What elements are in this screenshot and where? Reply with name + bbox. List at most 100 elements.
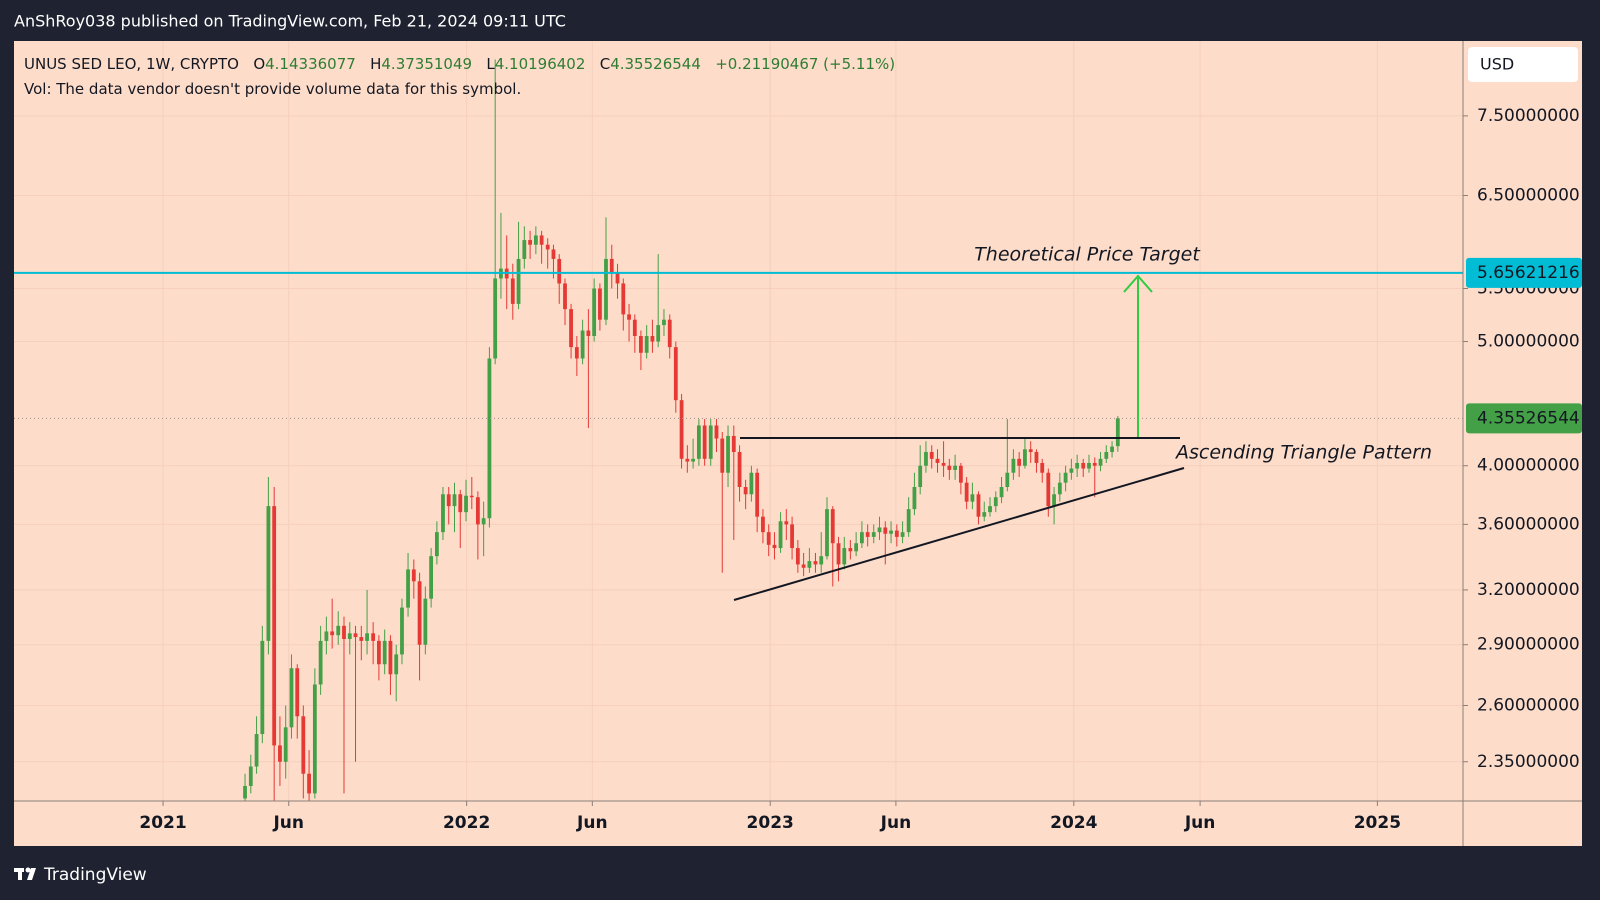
candle-body — [1069, 468, 1074, 473]
candle-body — [243, 785, 247, 799]
candle-body — [924, 451, 928, 466]
candle-body — [347, 633, 352, 639]
candle-body — [429, 556, 434, 599]
candle-body — [411, 569, 416, 582]
candle-body — [778, 521, 783, 549]
x-tick-label: Jun — [576, 813, 608, 833]
candle-body — [1034, 451, 1039, 463]
candle-body — [533, 235, 538, 245]
candle-body — [644, 336, 649, 353]
y-tick-label: 4.00000000 — [1477, 456, 1580, 476]
candle-body — [441, 494, 445, 533]
candle-body — [586, 330, 591, 337]
candle-body — [516, 258, 521, 304]
candle-body — [254, 734, 259, 767]
candle-body — [545, 244, 550, 250]
price-line-label: 5.65621216 — [1477, 263, 1580, 283]
candle-body — [272, 506, 277, 746]
candle-body — [918, 465, 923, 488]
candle-body — [406, 569, 410, 608]
currency-label[interactable]: USD — [1480, 55, 1514, 74]
candle-body — [662, 319, 666, 326]
candle-body — [830, 509, 835, 544]
x-tick-label: 2025 — [1354, 813, 1401, 833]
candle-body — [906, 509, 911, 533]
candle-body — [929, 451, 934, 459]
candle-body — [377, 640, 381, 665]
candle-body — [283, 727, 288, 762]
candle-body — [860, 532, 864, 544]
candle-body — [1075, 462, 1080, 469]
brand-name: TradingView — [43, 865, 147, 885]
candle-body — [825, 509, 829, 557]
candle-body — [522, 240, 527, 259]
legend-change: +0.21190467 (+5.11%) — [715, 55, 896, 73]
candle-body — [475, 497, 480, 525]
legend-low: 4.10196402 — [494, 55, 586, 73]
y-tick-label: 3.60000000 — [1477, 514, 1580, 534]
last-price-tag — [1466, 403, 1582, 434]
candle-body — [481, 518, 486, 525]
candle-body — [382, 640, 387, 665]
candle-body — [755, 472, 760, 517]
legend-high: 4.37351049 — [381, 55, 473, 73]
currency-box[interactable] — [1468, 47, 1578, 82]
candle-body — [574, 347, 579, 359]
candle-body — [848, 548, 853, 552]
candle-body — [365, 633, 369, 641]
candle-body — [394, 654, 399, 675]
candle-body — [278, 745, 282, 762]
candle-body — [609, 258, 614, 274]
candle-body — [260, 640, 265, 735]
candle-body — [604, 258, 608, 320]
y-tick-label: 2.90000000 — [1477, 635, 1580, 655]
legend-volume-note: Vol: The data vendor doesn't provide vol… — [24, 80, 522, 98]
candle-body — [1063, 472, 1068, 483]
candle-body — [1011, 458, 1016, 473]
candle-body — [307, 773, 311, 794]
candle-body — [615, 273, 620, 284]
candle-body — [621, 283, 626, 315]
candle-body — [667, 319, 672, 348]
candle-body — [842, 548, 847, 565]
candle-body — [807, 561, 812, 568]
candle-body — [371, 633, 376, 641]
candle-body — [970, 494, 975, 502]
last-price-label: 4.35526544 — [1477, 408, 1580, 428]
legend-open-label: O — [253, 55, 266, 73]
candle-body — [714, 425, 719, 439]
candle-body — [976, 494, 981, 517]
x-tick-label: Jun — [272, 813, 304, 833]
candle-body — [1081, 462, 1086, 469]
y-tick-label: 5.00000000 — [1477, 332, 1580, 352]
candle-body — [737, 451, 742, 488]
y-tick-label: 7.50000000 — [1477, 106, 1580, 126]
candle-body — [679, 400, 684, 459]
candle-body — [673, 347, 678, 401]
candle-body — [813, 561, 818, 565]
candle-body — [452, 494, 457, 507]
legend-low-label: L — [486, 55, 495, 73]
candle-body — [801, 564, 806, 568]
y-tick-label: 3.20000000 — [1477, 580, 1580, 600]
candle-body — [336, 625, 341, 636]
candle-body — [772, 544, 777, 549]
y-tick-label: 6.50000000 — [1477, 186, 1580, 206]
candle-body — [446, 494, 451, 507]
x-tick-label: 2022 — [443, 813, 490, 833]
candle-body — [598, 288, 602, 320]
candle-body — [941, 462, 946, 466]
candle-body — [248, 766, 253, 786]
grid — [14, 41, 1463, 801]
candle-body — [487, 358, 492, 519]
candle-body — [638, 336, 643, 353]
candle-body — [324, 631, 329, 641]
overlays — [14, 271, 1463, 419]
candle-body — [359, 637, 364, 641]
candle-body — [790, 524, 794, 549]
candle-body — [731, 435, 736, 452]
candle-body — [935, 458, 940, 463]
candle-body — [528, 240, 532, 245]
candle-body — [458, 494, 463, 513]
